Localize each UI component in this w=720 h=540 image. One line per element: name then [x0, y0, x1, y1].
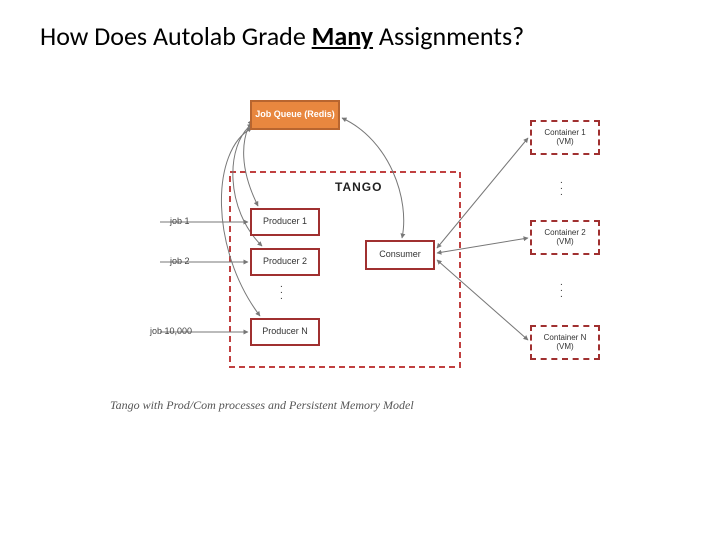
job-label-0: job 1: [170, 216, 190, 226]
title-emphasis: Many: [312, 20, 373, 52]
node-container-1: Container 1 (VM): [530, 120, 600, 155]
node-consumer: Consumer: [365, 240, 435, 270]
diagram-caption: Tango with Prod/Com processes and Persis…: [110, 398, 414, 413]
slide-title: How Does Autolab Grade Many Assignments?: [40, 20, 680, 52]
node-producer-1: Producer 1: [250, 208, 320, 236]
node-container-n: Container N (VM): [530, 325, 600, 360]
ellipsis-1: . . .: [560, 178, 563, 196]
title-prefix: How Does Autolab Grade: [40, 20, 312, 52]
job-label-1: job 2: [170, 256, 190, 266]
node-container-2: Container 2 (VM): [530, 220, 600, 255]
node-producer-2: Producer 2: [250, 248, 320, 276]
title-suffix: Assignments?: [373, 20, 524, 52]
ellipsis-0: . . .: [280, 282, 283, 300]
architecture-diagram: Job Queue (Redis) Producer 1 Producer 2 Pro…: [110, 100, 600, 420]
node-producer-n: Producer N: [250, 318, 320, 346]
job-label-2: job 10,000: [150, 326, 192, 336]
node-job-queue: Job Queue (Redis): [250, 100, 340, 130]
tango-label: TANGO: [335, 180, 382, 194]
ellipsis-2: . . .: [560, 280, 563, 298]
